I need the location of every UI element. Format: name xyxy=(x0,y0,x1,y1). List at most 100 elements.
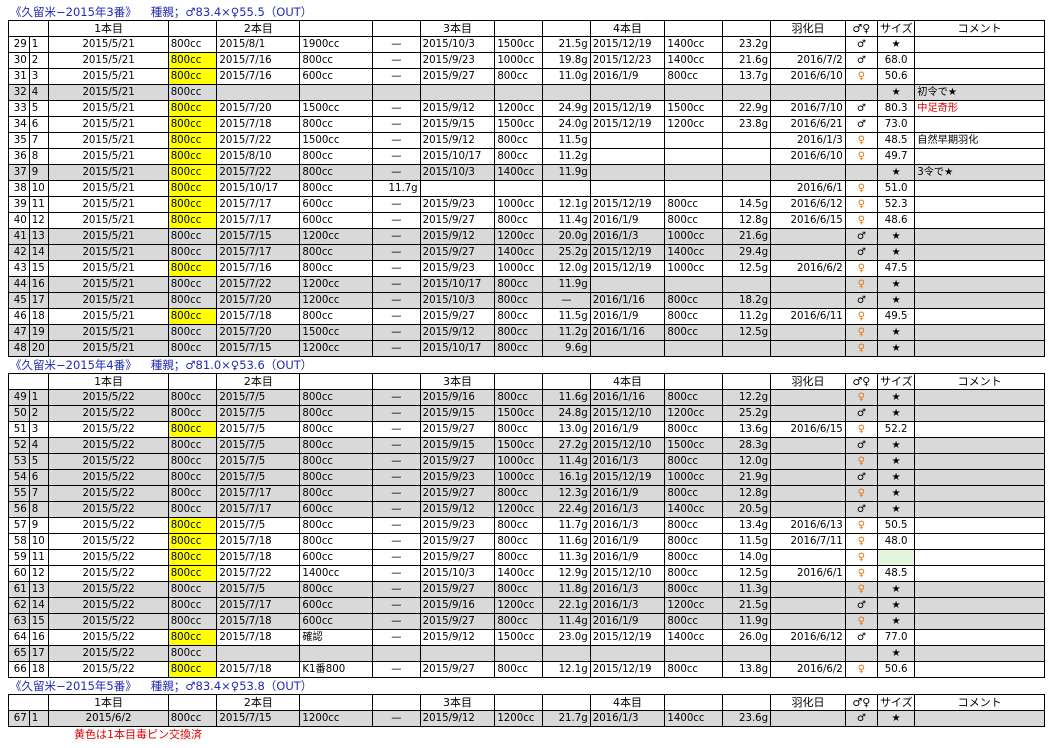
comment xyxy=(914,613,1045,630)
volume-2: 600cc xyxy=(299,549,373,566)
date-1: 2015/5/22 xyxy=(48,405,169,422)
volume-4 xyxy=(664,276,724,293)
weight-2: — xyxy=(371,292,421,309)
weight-3: 12.1g xyxy=(542,196,591,213)
date-2: 2015/7/18 xyxy=(216,661,301,678)
table-row: 54 6 2015/5/22 800cc 2015/7/5 800cc —2015/9/23… xyxy=(8,469,1045,486)
weight-4 xyxy=(722,148,772,165)
size-value: ★ xyxy=(876,581,916,598)
table-row: 50 2 2015/5/22 800cc 2015/7/5 800cc —2015/9/15… xyxy=(8,405,1045,422)
emergence-date xyxy=(770,340,846,357)
emergence-date xyxy=(770,437,846,454)
volume-2: 600cc xyxy=(299,212,373,229)
volume-4 xyxy=(664,132,724,149)
date-2: 2015/7/17 xyxy=(216,597,301,614)
emergence-date xyxy=(770,613,846,630)
sex-symbol: ♂ xyxy=(844,469,878,486)
weight-3: 21.5g xyxy=(542,36,591,53)
date-2: 2015/7/22 xyxy=(216,132,301,149)
date-1: 2015/5/21 xyxy=(48,340,169,357)
date-3: 2015/10/3 xyxy=(419,36,496,53)
size-value: ★ xyxy=(876,710,916,727)
sub-number: 16 xyxy=(28,629,50,646)
date-2: 2015/7/22 xyxy=(216,164,301,181)
volume-3: 1000cc xyxy=(494,469,544,486)
date-2: 2015/7/5 xyxy=(216,453,301,470)
column-header: 羽化日 xyxy=(770,20,846,37)
volume-3: 1500cc xyxy=(494,629,544,646)
date-2: 2015/7/17 xyxy=(216,244,301,261)
table-row: 53 5 2015/5/22 800cc 2015/7/5 800cc —2015/9/27… xyxy=(8,453,1045,470)
weight-3: 13.0g xyxy=(542,421,591,438)
weight-4: 23.6g xyxy=(722,710,772,727)
column-header-blank xyxy=(722,694,772,711)
sex-symbol: ♂ xyxy=(844,100,878,117)
date-3: 2015/9/12 xyxy=(419,100,496,117)
volume-1: 800cc xyxy=(167,501,218,518)
sub-number: 5 xyxy=(28,453,50,470)
volume-1: 800cc xyxy=(167,260,218,277)
date-3: 2015/9/12 xyxy=(419,228,496,245)
weight-3 xyxy=(542,84,591,101)
weight-2: — xyxy=(371,340,421,357)
date-1: 2015/5/22 xyxy=(48,469,169,486)
column-header: 3本目 xyxy=(419,373,496,390)
sex-symbol: ♀ xyxy=(844,581,878,598)
volume-4: 1000cc xyxy=(664,469,724,486)
row-number: 36 xyxy=(8,148,30,165)
volume-3 xyxy=(494,84,544,101)
row-number: 33 xyxy=(8,100,30,117)
date-3: 2015/9/27 xyxy=(419,421,496,438)
sex-symbol: ♂ xyxy=(844,710,878,727)
volume-2: 800cc xyxy=(299,517,373,534)
sex-symbol: ♀ xyxy=(844,565,878,582)
emergence-date xyxy=(770,405,846,422)
table-row: 58 10 2015/5/22 800cc 2015/7/18 800cc —2015/9/… xyxy=(8,533,1045,550)
table-row: 36 8 2015/5/21 800cc 2015/8/10 800cc —2015/10/… xyxy=(8,148,1045,165)
weight-2: — xyxy=(371,517,421,534)
volume-4: 1400cc xyxy=(664,710,724,727)
table-row: 57 9 2015/5/22 800cc 2015/7/5 800cc —2015/9/23… xyxy=(8,517,1045,534)
volume-3: 800cc xyxy=(494,581,544,598)
weight-3: 11.4g xyxy=(542,613,591,630)
weight-2: — xyxy=(371,276,421,293)
weight-3: 9.6g xyxy=(542,340,591,357)
date-3: 2015/9/12 xyxy=(419,629,496,646)
date-2: 2015/7/22 xyxy=(216,276,301,293)
row-number: 67 xyxy=(8,710,30,727)
sex-symbol: ♀ xyxy=(844,340,878,357)
date-4: 2016/1/3 xyxy=(589,581,666,598)
size-value: 52.2 xyxy=(876,421,916,438)
weight-4: 13.4g xyxy=(722,517,772,534)
weight-2: — xyxy=(371,36,421,53)
volume-2: 800cc xyxy=(299,148,373,165)
volume-2: 600cc xyxy=(299,613,373,630)
table-row: 62 14 2015/5/22 800cc 2015/7/17 600cc —2015/9/… xyxy=(8,597,1045,614)
comment: 3令で★ xyxy=(914,164,1045,181)
group-title: 《久留米−2015年5番》 種親；♂83.4×♀53.8（OUT） xyxy=(8,678,1048,694)
size-value: 77.0 xyxy=(876,629,916,646)
date-3: 2015/9/27 xyxy=(419,308,496,325)
date-1: 2015/5/22 xyxy=(48,389,169,406)
volume-1: 800cc xyxy=(167,645,218,662)
weight-4: 11.2g xyxy=(722,308,772,325)
date-2: 2015/7/5 xyxy=(216,437,301,454)
weight-2: — xyxy=(371,437,421,454)
volume-2: 800cc xyxy=(299,308,373,325)
volume-3: 1200cc xyxy=(494,597,544,614)
weight-3: 11.6g xyxy=(542,389,591,406)
date-4: 2015/12/19 xyxy=(589,661,666,678)
comment xyxy=(914,180,1045,197)
date-1: 2015/5/21 xyxy=(48,100,169,117)
date-3: 2015/10/3 xyxy=(419,164,496,181)
date-1: 2015/5/22 xyxy=(48,501,169,518)
comment xyxy=(914,485,1045,502)
date-4 xyxy=(589,276,666,293)
column-header: ♂♀ xyxy=(844,20,878,37)
date-3: 2015/9/23 xyxy=(419,52,496,69)
column-header-blank xyxy=(299,373,373,390)
volume-2: 600cc xyxy=(299,501,373,518)
table-row: 64 16 2015/5/22 800cc 2015/7/18 確認 —2015/9/12 1… xyxy=(8,629,1045,646)
size-value: 48.6 xyxy=(876,212,916,229)
column-header-blank xyxy=(7,694,50,711)
